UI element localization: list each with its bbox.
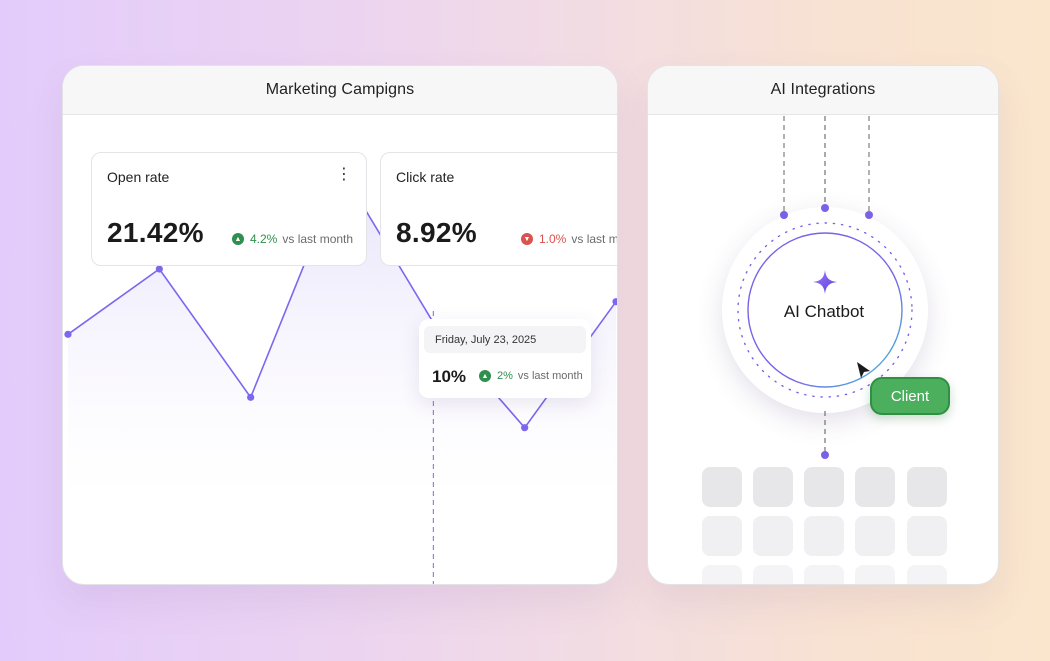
grid-tile[interactable]	[855, 516, 895, 556]
integrations-header: AI Integrations	[648, 66, 998, 115]
click-rate-label: Click rate	[396, 169, 455, 185]
open-rate-label: Open rate	[107, 169, 170, 185]
tooltip-change-pct: 2%	[497, 370, 513, 382]
more-options-icon[interactable]: ⋮	[336, 166, 352, 183]
connector-node	[865, 211, 873, 219]
grid-tile[interactable]	[804, 516, 844, 556]
chart-point[interactable]	[247, 393, 255, 401]
grid-tile[interactable]	[753, 467, 793, 507]
ai-chatbot-label: AI Chatbot	[783, 302, 865, 321]
integrations-title: AI Integrations	[770, 81, 876, 98]
cursor-icon	[857, 362, 870, 378]
grid-tile[interactable]	[702, 467, 742, 507]
grid-tile[interactable]	[804, 565, 844, 584]
ai-integrations-card: AI Integrations	[647, 65, 999, 585]
open-rate-card[interactable]: Open rate ⋮ 21.42% ▲ 4.2% vs last month	[91, 152, 367, 266]
grid-tile[interactable]	[702, 516, 742, 556]
chart-point[interactable]	[521, 424, 529, 432]
campaigns-title: Marketing Campigns	[265, 81, 415, 98]
grid-tile[interactable]	[804, 467, 844, 507]
click-rate-change: ▼ 1.0% vs last month	[521, 232, 618, 246]
click-rate-card[interactable]: Click rate 8.92% ▼ 1.0% vs last month	[380, 152, 618, 266]
inner-ring	[747, 232, 903, 388]
arrow-up-icon: ▲	[479, 370, 491, 382]
campaigns-header: Marketing Campigns	[63, 66, 617, 115]
grid-tile[interactable]	[907, 565, 947, 584]
arrow-up-icon: ▲	[232, 233, 244, 245]
chart-point[interactable]	[155, 265, 163, 273]
open-rate-change: ▲ 4.2% vs last month	[232, 232, 353, 246]
tooltip-value: 10%	[432, 367, 467, 386]
grid-tile[interactable]	[907, 516, 947, 556]
tooltip-date: Friday, July 23, 2025	[424, 326, 586, 353]
open-rate-change-suffix: vs last month	[282, 232, 354, 246]
grid-tile[interactable]	[907, 467, 947, 507]
chart-tooltip: Friday, July 23, 2025 10% ▲ 2% vs last m…	[419, 319, 591, 398]
open-rate-value: 21.42%	[107, 217, 204, 248]
marketing-campaigns-card: Marketing Campigns Open rate ⋮ 21.42% ▲ …	[62, 65, 618, 585]
grid-tile[interactable]	[753, 565, 793, 584]
client-label: Client	[890, 387, 930, 405]
chart-point[interactable]	[612, 298, 618, 306]
tooltip-change-suffix: vs last month	[517, 370, 583, 382]
grid-tile[interactable]	[753, 516, 793, 556]
tooltip-change: ▲ 2% vs last month	[479, 370, 583, 382]
integration-diagram	[737, 116, 913, 459]
dotted-ring	[737, 222, 913, 398]
grid-tile[interactable]	[855, 565, 895, 584]
grid-tile[interactable]	[702, 565, 742, 584]
connector-node	[821, 204, 829, 212]
click-rate-value: 8.92%	[396, 217, 477, 248]
chart-point[interactable]	[64, 330, 72, 338]
arrow-down-icon: ▼	[521, 233, 533, 245]
grid-tile[interactable]	[855, 467, 895, 507]
client-badge[interactable]: Client	[870, 377, 950, 415]
click-rate-change-suffix: vs last month	[571, 232, 618, 246]
connector-node	[780, 211, 788, 219]
sparkle-icon	[813, 270, 837, 294]
chart-area-fill	[68, 171, 616, 496]
click-rate-change-pct: 1.0%	[539, 232, 567, 246]
connector-node	[821, 451, 829, 459]
open-rate-change-pct: 4.2%	[250, 232, 278, 246]
